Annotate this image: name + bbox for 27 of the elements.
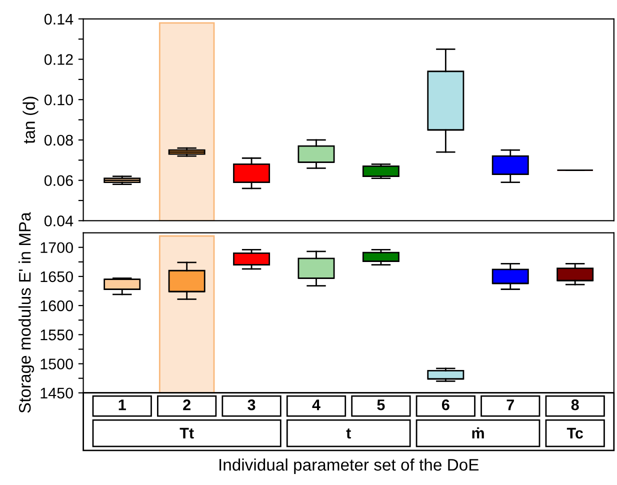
- y-tick-label: 1700: [40, 242, 73, 254]
- y-tick-label: 1550: [40, 330, 73, 340]
- y-tick-label: 0.04: [44, 216, 74, 226]
- x-tick-label: 8: [571, 399, 579, 410]
- text: ṁ: [472, 427, 484, 438]
- y-tick-label: 0.08: [44, 134, 73, 146]
- y-tick-label: 0.06: [44, 175, 73, 186]
- y-tick-label: 1500: [40, 358, 73, 370]
- y-axis-title: Storage modulus E' in MPa: [18, 212, 34, 413]
- y-axis-title: tan (d): [22, 96, 38, 144]
- x-tick-label: 1: [118, 400, 126, 410]
- x-tick-label: 5: [377, 400, 385, 410]
- x-tick-label: 4: [312, 400, 320, 410]
- y-tick-label: 0.12: [44, 54, 73, 65]
- text: t: [346, 428, 351, 439]
- x-tick-label: 2: [183, 399, 190, 410]
- text: Tc: [566, 428, 583, 439]
- y-tick-label: 0.14: [44, 14, 74, 25]
- x-tick-label: 6: [442, 399, 450, 410]
- y-tick-label: 1600: [40, 300, 73, 312]
- x-tick-label: 7: [506, 400, 514, 410]
- y-tick-label: 1650: [40, 271, 73, 282]
- x-axis-title: Individual parameter set of the DoE: [220, 458, 479, 474]
- y-tick-label: 0.10: [44, 94, 73, 106]
- y-tick-label: 1450: [40, 388, 73, 399]
- x-tick-label: 3: [248, 399, 256, 410]
- text: Tt: [180, 428, 194, 439]
